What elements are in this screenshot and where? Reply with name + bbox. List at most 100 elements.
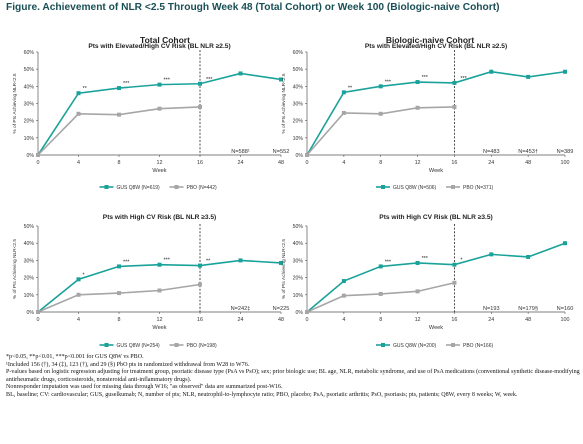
x-tick-label: 48 bbox=[525, 160, 531, 166]
charts-layer: Pts with Elevated/High CV Risk (BL NLR ≥… bbox=[12, 43, 573, 349]
x-tick-label: 0 bbox=[37, 317, 40, 323]
legend: GUS Q8W (N=200) PBO (N=166) bbox=[376, 343, 493, 349]
significance-marker: *** bbox=[460, 76, 467, 82]
significance-marker: * bbox=[83, 272, 86, 278]
x-tick-label: 4 bbox=[342, 317, 345, 323]
legend: GUS Q8W (N=619) PBO (N=442) bbox=[99, 185, 217, 191]
legend-marker-gus bbox=[104, 185, 109, 189]
y-tick-label: 0% bbox=[296, 310, 304, 316]
legend-label-gus: GUS Q8W (N=506) bbox=[393, 185, 437, 191]
y-tick-label: 40% bbox=[293, 84, 304, 90]
data-point-pbo bbox=[36, 310, 40, 314]
footnote-randomized-withdrawal: ¹Included 156 (†), 34 (‡), 123 (†), and … bbox=[6, 361, 250, 368]
y-axis-label: % of Pts Achieving NLR<2.5 bbox=[12, 73, 18, 133]
significance-marker: *** bbox=[422, 256, 429, 262]
data-point-gus bbox=[489, 252, 494, 257]
significance-marker: ** bbox=[348, 85, 353, 91]
y-tick-label: 10% bbox=[293, 136, 304, 142]
column-header-total-cohort: Total Cohort bbox=[140, 35, 190, 45]
legend-marker-gus bbox=[381, 343, 385, 347]
data-point-gus bbox=[452, 80, 457, 85]
y-tick-label: 20% bbox=[293, 119, 304, 125]
chart-title: Pts with High CV Risk (BL NLR ≥3.5) bbox=[379, 214, 492, 221]
chart-panel-1: Pts with Elevated/High CV Risk (BL NLR ≥… bbox=[12, 43, 289, 191]
data-point-pbo bbox=[341, 110, 346, 115]
x-tick-label: 12 bbox=[157, 160, 163, 166]
x-tick-label: 48 bbox=[525, 317, 531, 323]
chart-panel-2: Pts with Elevated/High CV Risk (BL NLR ≥… bbox=[281, 43, 573, 191]
significance-marker: *** bbox=[206, 77, 213, 83]
footnote-significance: *p<0.05, **p<0.01, ***p<0.001 for GUS Q8… bbox=[6, 354, 144, 360]
legend-marker-pbo bbox=[174, 185, 179, 189]
data-point-pbo bbox=[36, 153, 40, 157]
x-tick-label: 24 bbox=[238, 160, 244, 166]
x-axis-label: Week bbox=[152, 168, 166, 174]
chart-title: Pts with Elevated/High CV Risk (BL NLR ≥… bbox=[365, 43, 507, 50]
y-tick-label: 40% bbox=[24, 84, 35, 90]
significance-marker: *** bbox=[164, 78, 171, 84]
significance-marker: *** bbox=[422, 75, 429, 81]
x-tick-label: 8 bbox=[379, 317, 382, 323]
x-tick-label: 24 bbox=[488, 160, 494, 166]
y-tick-label: 30% bbox=[293, 258, 304, 264]
data-point-pbo bbox=[157, 106, 162, 111]
significance-marker: ** bbox=[206, 259, 211, 265]
y-tick-label: 30% bbox=[293, 102, 304, 108]
series-line-pbo bbox=[37, 283, 201, 313]
data-point-gus bbox=[279, 260, 283, 265]
data-point-pbo bbox=[452, 104, 457, 109]
data-point-gus bbox=[76, 91, 81, 96]
data-point-gus bbox=[526, 254, 531, 259]
x-tick-label: 8 bbox=[379, 160, 382, 166]
footnote-imputation: Nonresponder imputation was used for mis… bbox=[6, 384, 283, 391]
legend-label-pbo: PBO (N=198) bbox=[187, 343, 217, 349]
legend-label-gus: GUS Q8W (N=254) bbox=[117, 343, 161, 349]
y-tick-label: 40% bbox=[293, 241, 304, 247]
data-point-gus bbox=[563, 241, 567, 246]
n-label: N=160 bbox=[557, 306, 574, 312]
y-tick-label: 0% bbox=[296, 153, 304, 159]
series-line-gus bbox=[306, 70, 566, 156]
data-point-gus bbox=[279, 77, 283, 82]
legend: GUS Q8W (N=506) PBO (N=371) bbox=[376, 185, 493, 191]
series-line-gus bbox=[37, 259, 282, 313]
footnote-p-values: P-values based on logistic regression ad… bbox=[6, 369, 580, 383]
y-tick-label: 50% bbox=[293, 224, 304, 230]
data-point-gus bbox=[415, 80, 420, 85]
y-tick-label: 60% bbox=[293, 50, 304, 56]
data-point-pbo bbox=[378, 291, 383, 296]
significance-marker: * bbox=[460, 258, 463, 264]
significance-marker: *** bbox=[385, 79, 392, 85]
y-tick-label: 10% bbox=[24, 293, 35, 299]
x-tick-label: 16 bbox=[197, 160, 203, 166]
x-tick-label: 100 bbox=[561, 317, 570, 323]
data-point-pbo bbox=[378, 111, 383, 116]
legend-marker-gus bbox=[381, 185, 385, 189]
y-tick-label: 10% bbox=[293, 293, 304, 299]
legend-label-gus: GUS Q8W (N=200) bbox=[393, 343, 437, 349]
n-label: N=453† bbox=[518, 149, 538, 155]
chart-panel-4: Pts with High CV Risk (BL NLR ≥3.5) 0% 10%… bbox=[281, 214, 573, 349]
data-point-pbo bbox=[117, 112, 121, 117]
series-line-pbo bbox=[306, 281, 455, 313]
data-point-pbo bbox=[117, 291, 121, 296]
x-tick-label: 24 bbox=[488, 317, 494, 323]
n-label: N=389 bbox=[557, 149, 574, 155]
n-label: N=483 bbox=[483, 149, 500, 155]
y-tick-label: 30% bbox=[24, 258, 35, 264]
figure-title: Figure. Achievement of NLR <2.5 Through … bbox=[6, 2, 500, 13]
data-point-gus bbox=[157, 82, 162, 87]
x-tick-label: 100 bbox=[561, 160, 570, 166]
x-tick-label: 4 bbox=[77, 317, 80, 323]
column-header-biologic-naive: Biologic-naive Cohort bbox=[386, 35, 474, 45]
x-tick-label: 0 bbox=[306, 317, 309, 323]
legend-label-gus: GUS Q8W (N=619) bbox=[117, 185, 161, 191]
x-tick-label: 12 bbox=[415, 317, 421, 323]
significance-marker: *** bbox=[385, 259, 392, 265]
data-point-pbo bbox=[341, 293, 346, 298]
y-tick-label: 30% bbox=[24, 102, 35, 108]
y-tick-label: 50% bbox=[24, 224, 35, 230]
data-point-gus bbox=[198, 81, 202, 86]
data-point-gus bbox=[341, 279, 346, 284]
y-tick-label: 10% bbox=[24, 136, 35, 142]
